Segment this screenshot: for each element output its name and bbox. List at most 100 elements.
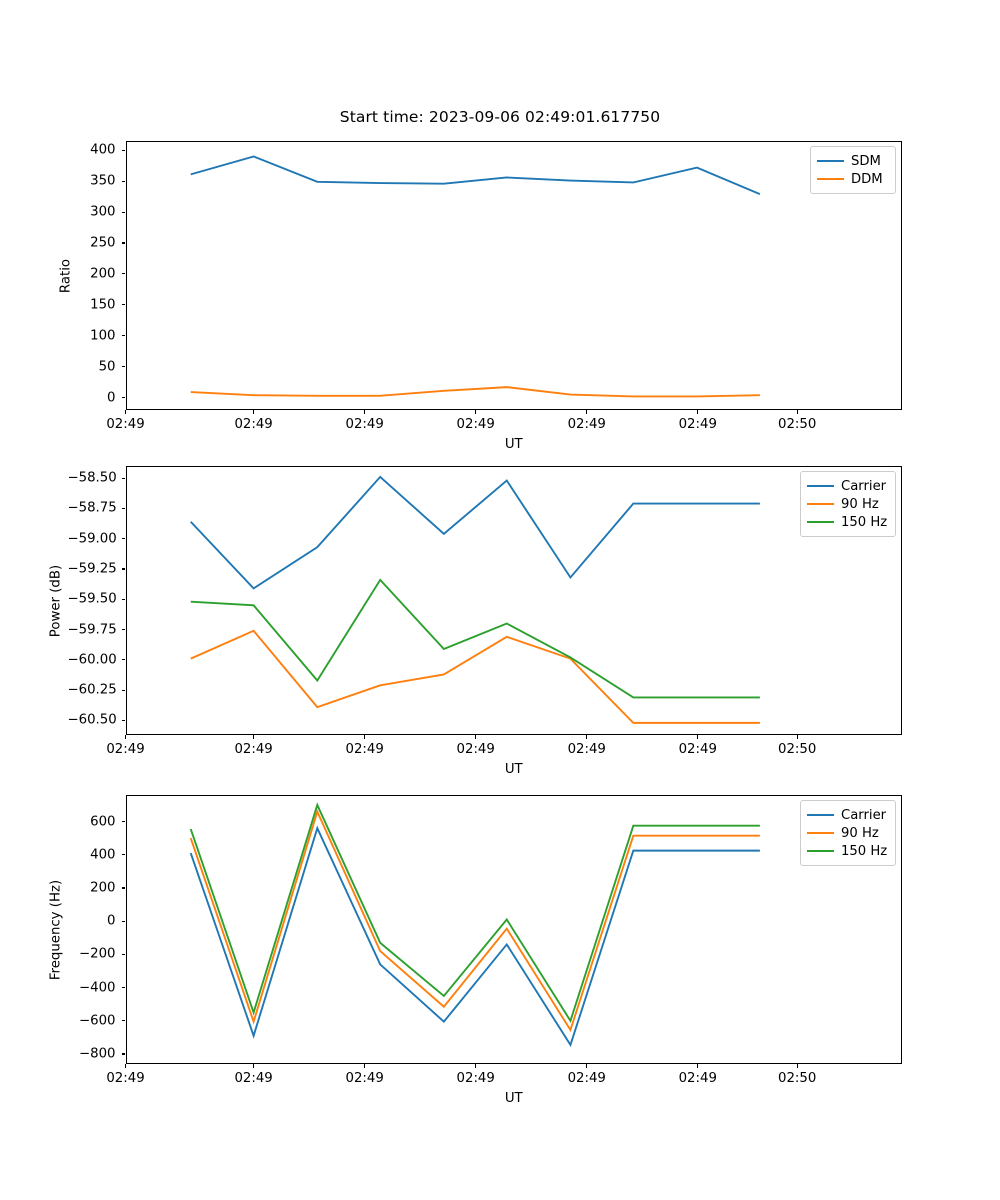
legend-label: 150 Hz [841,843,888,859]
y-tick-label: −58.50 [67,470,117,486]
y-tickmark [121,242,126,244]
y-tickmark [121,854,126,856]
y-tickmark [121,180,126,182]
x-tick-label: 02:49 [106,417,145,432]
x-tickmark [124,1064,127,1068]
y-tick-label: −58.75 [67,500,117,516]
x-tickmark [364,735,366,739]
x-tickmark [124,410,127,414]
y-tick-label: −59.50 [67,591,117,607]
legend-swatch-line [807,503,834,505]
x-tickmark [697,735,699,739]
legend-item[interactable]: 150 Hz [807,513,888,531]
x-axis-label-bottom: UT [504,1091,523,1106]
legend-label: SDM [851,153,881,169]
y-tickmark [121,273,126,275]
x-axis-label-middle: UT [504,762,523,777]
y-tick-label: 150 [90,297,116,313]
y-tickmark [121,507,126,509]
page-title: Start time: 2023-09-06 02:49:01.617750 [339,108,661,126]
x-tick-label: 02:49 [106,742,145,757]
y-tick-label: 50 [98,359,116,375]
x-tickmark [253,735,255,739]
x-tick-label: 02:49 [345,1071,384,1086]
y-axis-label-top: Ratio [58,258,74,293]
y-axis-label-bottom: Frequency (Hz) [48,879,64,980]
y-tickmark [121,149,126,151]
y-tickmark [121,629,126,631]
y-tick-label: −600 [78,1013,116,1029]
y-tick-label: 0 [107,390,116,406]
x-tick-label: 02:49 [678,742,717,757]
x-tickmark [796,735,798,739]
x-tick-label: 02:49 [234,742,273,757]
legend-item[interactable]: Carrier [807,477,888,495]
legend-label: Carrier [841,478,887,494]
y-tickmark [121,335,126,337]
y-tickmark [121,1053,126,1055]
y-tickmark [121,1020,126,1022]
x-tickmark [796,1064,798,1068]
y-tick-label: −59.25 [67,561,117,577]
x-tickmark [124,735,127,739]
x-tick-label: 02:49 [234,417,273,432]
y-tick-label: 300 [90,204,116,220]
legend-item[interactable]: SDM [817,152,888,170]
y-tickmark [121,211,126,213]
legend-bottom: Carrier 90 Hz 150 Hz [800,800,896,866]
legend-top: SDM DDM [810,146,896,194]
legend-label: 90 Hz [841,496,879,512]
y-tick-label: 350 [90,173,116,189]
y-tick-label: −60.00 [67,652,117,668]
legend-swatch-line [807,814,834,816]
x-tick-label: 02:49 [567,1071,606,1086]
y-tickmark [121,477,126,479]
legend-label: 150 Hz [841,514,888,530]
x-tick-label: 02:50 [778,417,817,432]
y-tickmark [121,659,126,661]
x-tick-label: 02:49 [567,417,606,432]
x-tickmark [697,1064,699,1068]
x-tickmark [796,410,798,414]
x-tickmark [364,1064,366,1068]
legend-item[interactable]: DDM [817,170,888,188]
legend-item[interactable]: 90 Hz [807,495,888,513]
y-tick-label: −400 [78,980,116,996]
plot-frame-bottom [125,795,902,1064]
y-tick-label: −200 [78,946,116,962]
plot-frame-top [125,141,902,410]
legend-swatch-line [807,521,834,523]
y-tickmark [121,887,126,889]
legend-label: DDM [851,171,883,187]
y-tick-label: 200 [90,880,116,896]
legend-item[interactable]: 150 Hz [807,842,888,860]
y-tickmark [121,987,126,989]
x-tickmark [253,410,255,414]
x-tickmark [586,410,588,414]
x-tickmark [253,1064,255,1068]
legend-swatch-line [807,832,834,834]
x-tick-label: 02:49 [106,1071,145,1086]
x-tick-label: 02:49 [456,742,495,757]
x-tickmark [475,1064,477,1068]
x-axis-label-top: UT [504,437,523,452]
x-tick-label: 02:49 [345,742,384,757]
x-tick-label: 02:49 [345,417,384,432]
legend-label: Carrier [841,807,887,823]
legend-item[interactable]: 90 Hz [807,824,888,842]
legend-swatch-line [817,160,844,162]
y-tick-label: 600 [90,814,116,830]
y-tick-label: 250 [90,235,116,251]
x-tick-label: 02:49 [678,417,717,432]
x-tickmark [475,410,477,414]
y-tick-label: −60.50 [67,712,117,728]
legend-label: 90 Hz [841,825,879,841]
x-tickmark [475,735,477,739]
x-tickmark [586,735,588,739]
legend-item[interactable]: Carrier [807,806,888,824]
x-tick-label: 02:49 [234,1071,273,1086]
x-tick-label: 02:49 [567,742,606,757]
y-tickmark [121,821,126,823]
y-tickmark [121,953,126,955]
x-tick-label: 02:49 [456,417,495,432]
